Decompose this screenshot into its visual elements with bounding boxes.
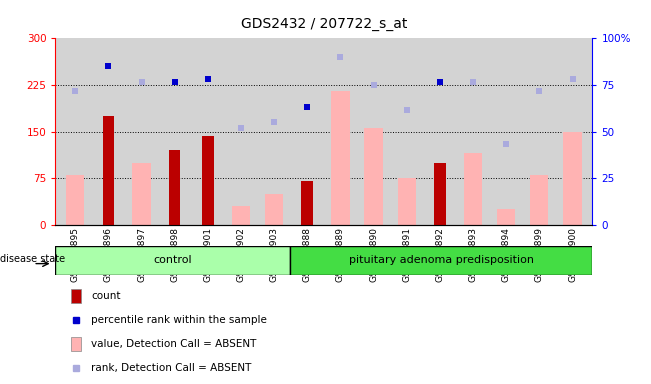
- Point: [534, 88, 545, 94]
- Text: count: count: [91, 291, 121, 301]
- Bar: [290, 246, 592, 275]
- Point: [269, 119, 279, 125]
- Point: [468, 79, 478, 85]
- Bar: [72, 338, 81, 351]
- Bar: [434, 162, 446, 225]
- Bar: [55, 246, 290, 275]
- Point: [202, 76, 213, 82]
- Point: [435, 79, 445, 85]
- Bar: [464, 153, 482, 225]
- Point: [302, 104, 312, 110]
- Point: [402, 107, 412, 113]
- Bar: [531, 175, 549, 225]
- Point: [567, 76, 577, 82]
- Text: rank, Detection Call = ABSENT: rank, Detection Call = ABSENT: [91, 363, 252, 373]
- Point: [236, 125, 246, 131]
- Text: pituitary adenoma predisposition: pituitary adenoma predisposition: [349, 255, 534, 265]
- Bar: [132, 162, 150, 225]
- Bar: [301, 181, 313, 225]
- Point: [501, 141, 512, 147]
- Point: [169, 79, 180, 85]
- Point: [70, 88, 81, 94]
- Point: [136, 79, 146, 85]
- Point: [368, 82, 379, 88]
- Point: [103, 63, 113, 70]
- Bar: [66, 175, 85, 225]
- Bar: [497, 209, 516, 225]
- Point: [335, 54, 346, 60]
- Bar: [232, 206, 250, 225]
- Text: percentile rank within the sample: percentile rank within the sample: [91, 315, 267, 325]
- Bar: [202, 136, 214, 225]
- Text: value, Detection Call = ABSENT: value, Detection Call = ABSENT: [91, 339, 256, 349]
- Bar: [365, 128, 383, 225]
- Bar: [331, 91, 350, 225]
- Bar: [398, 178, 416, 225]
- Text: GDS2432 / 207722_s_at: GDS2432 / 207722_s_at: [241, 17, 407, 31]
- Text: control: control: [154, 255, 192, 265]
- Bar: [72, 290, 81, 303]
- Text: disease state: disease state: [0, 254, 65, 264]
- Bar: [563, 131, 581, 225]
- Bar: [265, 194, 283, 225]
- Bar: [103, 116, 114, 225]
- Bar: [169, 150, 180, 225]
